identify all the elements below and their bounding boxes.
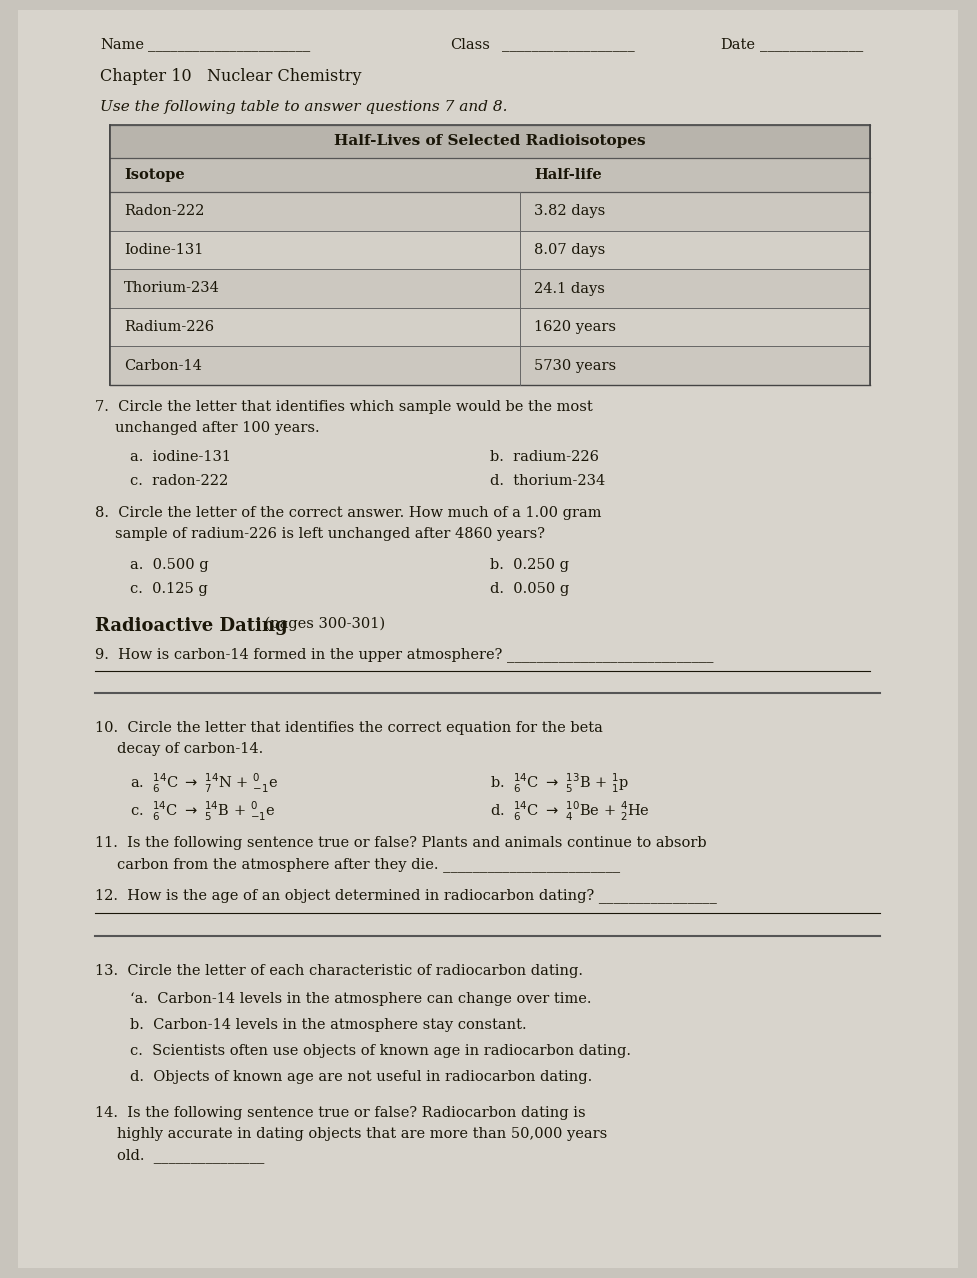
Text: Radon-222: Radon-222 — [124, 204, 204, 219]
Text: Half-Lives of Selected Radioisotopes: Half-Lives of Selected Radioisotopes — [334, 134, 646, 148]
Bar — [110, 308, 870, 346]
Text: decay of carbon-14.: decay of carbon-14. — [117, 743, 263, 757]
Text: Thorium-234: Thorium-234 — [124, 281, 220, 295]
Text: c.  $^{14}_{6}$C $\rightarrow$ $^{14}_{5}$B + $^{0}_{-1}$e: c. $^{14}_{6}$C $\rightarrow$ $^{14}_{5}… — [130, 800, 276, 823]
Text: 8.  Circle the letter of the correct answer. How much of a 1.00 gram: 8. Circle the letter of the correct answ… — [95, 506, 602, 520]
Text: d.  $^{14}_{6}$C $\rightarrow$ $^{10}_{4}$Be + $^{4}_{2}$He: d. $^{14}_{6}$C $\rightarrow$ $^{10}_{4}… — [490, 800, 650, 823]
Bar — [110, 125, 870, 385]
Text: 13.  Circle the letter of each characteristic of radiocarbon dating.: 13. Circle the letter of each characteri… — [95, 964, 583, 978]
Bar — [110, 270, 870, 308]
Text: c.  radon-222: c. radon-222 — [130, 474, 229, 488]
Bar — [110, 125, 870, 158]
Text: a.  0.500 g: a. 0.500 g — [130, 558, 209, 573]
Text: 7.  Circle the letter that identifies which sample would be the most: 7. Circle the letter that identifies whi… — [95, 400, 593, 414]
Text: b.  $^{14}_{6}$C $\rightarrow$ $^{13}_{5}$B + $^{1}_{1}$p: b. $^{14}_{6}$C $\rightarrow$ $^{13}_{5}… — [490, 772, 629, 795]
Text: Radioactive Dating: Radioactive Dating — [95, 617, 287, 635]
Text: Date: Date — [720, 38, 755, 52]
Text: Half-life: Half-life — [534, 167, 602, 181]
Text: d.  thorium-234: d. thorium-234 — [490, 474, 605, 488]
Bar — [110, 192, 870, 230]
Text: highly accurate in dating objects that are more than 50,000 years: highly accurate in dating objects that a… — [117, 1127, 608, 1141]
Text: b.  Carbon-14 levels in the atmosphere stay constant.: b. Carbon-14 levels in the atmosphere st… — [130, 1019, 527, 1033]
Text: ‘a.  Carbon-14 levels in the atmosphere can change over time.: ‘a. Carbon-14 levels in the atmosphere c… — [130, 992, 591, 1006]
Text: 24.1 days: 24.1 days — [534, 281, 605, 295]
Bar — [110, 158, 870, 192]
Text: __________________: __________________ — [502, 38, 635, 52]
Text: b.  radium-226: b. radium-226 — [490, 450, 599, 464]
Text: ______________________: ______________________ — [148, 38, 311, 52]
Text: 8.07 days: 8.07 days — [534, 243, 605, 257]
Text: sample of radium-226 is left unchanged after 4860 years?: sample of radium-226 is left unchanged a… — [115, 527, 545, 541]
Text: b.  0.250 g: b. 0.250 g — [490, 558, 569, 573]
Text: Use the following table to answer questions 7 and 8.: Use the following table to answer questi… — [100, 100, 507, 114]
Text: d.  Objects of known age are not useful in radiocarbon dating.: d. Objects of known age are not useful i… — [130, 1070, 592, 1084]
Text: c.  Scientists often use objects of known age in radiocarbon dating.: c. Scientists often use objects of known… — [130, 1044, 631, 1058]
Text: 1620 years: 1620 years — [534, 320, 616, 334]
Text: 12.  How is the age of an object determined in radiocarbon dating? _____________: 12. How is the age of an object determin… — [95, 888, 717, 902]
Text: Class: Class — [450, 38, 489, 52]
Text: a.  iodine-131: a. iodine-131 — [130, 450, 231, 464]
Text: d.  0.050 g: d. 0.050 g — [490, 581, 570, 596]
Text: Carbon-14: Carbon-14 — [124, 359, 202, 373]
Text: old.  _______________: old. _______________ — [117, 1148, 265, 1163]
Text: 10.  Circle the letter that identifies the correct equation for the beta: 10. Circle the letter that identifies th… — [95, 721, 603, 735]
Text: 5730 years: 5730 years — [534, 359, 616, 373]
Text: 14.  Is the following sentence true or false? Radiocarbon dating is: 14. Is the following sentence true or fa… — [95, 1105, 585, 1120]
Bar — [110, 346, 870, 385]
Text: Chapter 10   Nuclear Chemistry: Chapter 10 Nuclear Chemistry — [100, 68, 361, 86]
Text: Radium-226: Radium-226 — [124, 320, 214, 334]
Text: a.  $^{14}_{6}$C $\rightarrow$ $^{14}_{7}$N + $^{0}_{-1}$e: a. $^{14}_{6}$C $\rightarrow$ $^{14}_{7}… — [130, 772, 278, 795]
Text: c.  0.125 g: c. 0.125 g — [130, 581, 208, 596]
Text: 11.  Is the following sentence true or false? Plants and animals continue to abs: 11. Is the following sentence true or fa… — [95, 836, 706, 850]
Text: carbon from the atmosphere after they die. ________________________: carbon from the atmosphere after they di… — [117, 858, 620, 872]
Text: ______________: ______________ — [760, 38, 864, 52]
Text: 9.  How is carbon-14 formed in the upper atmosphere? ___________________________: 9. How is carbon-14 formed in the upper … — [95, 647, 713, 662]
Bar — [110, 230, 870, 270]
Text: unchanged after 100 years.: unchanged after 100 years. — [115, 420, 319, 435]
Text: (pages 300-301): (pages 300-301) — [260, 617, 385, 631]
Text: Isotope: Isotope — [124, 167, 185, 181]
Text: Name: Name — [100, 38, 144, 52]
Text: Iodine-131: Iodine-131 — [124, 243, 203, 257]
Text: 3.82 days: 3.82 days — [534, 204, 605, 219]
